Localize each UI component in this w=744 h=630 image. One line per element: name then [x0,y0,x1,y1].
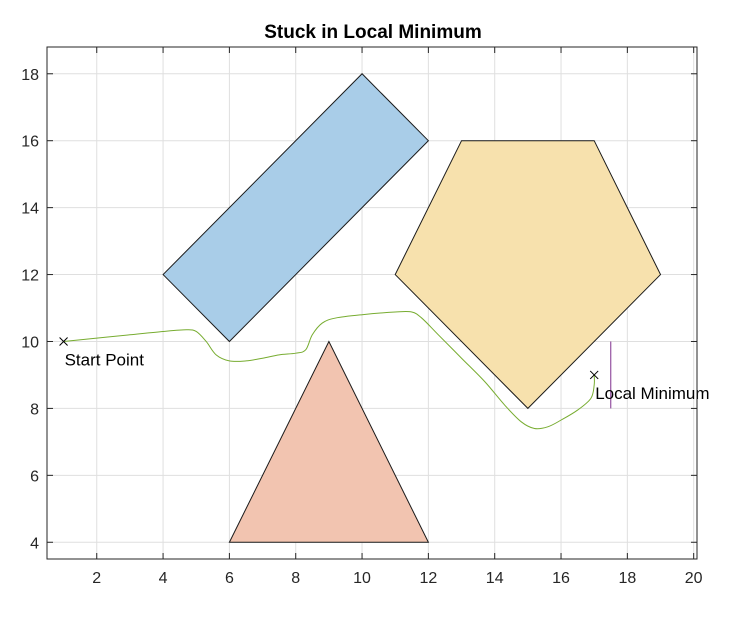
x-tick-label: 12 [419,570,437,587]
x-tick-label: 10 [353,570,371,587]
obstacles [162,73,662,543]
marker-start-point: Start Point [59,337,145,369]
path-layer [63,310,612,430]
obstacle-triangle [228,340,430,543]
y-tick-label: 14 [21,201,39,218]
x-tick-label: 18 [618,570,636,587]
y-tick-label: 6 [30,468,39,485]
x-marker-stroke [59,337,68,346]
obstacle-rectangle [162,73,430,343]
ticks: 2 4 6 8 10 12 14 16 18 20 4 6 8 10 12 14 16 18 [21,47,703,587]
x-marker-stroke [589,370,599,380]
y-tick-label: 8 [30,401,39,418]
axes-box [46,46,698,560]
x-tick-label: 14 [486,570,504,587]
y-tick-label: 18 [21,67,39,84]
trajectory-path [63,310,595,430]
x-tick-label: 8 [291,570,300,587]
markers: Start Point Local Minimum [59,337,710,403]
y-tick-label: 16 [21,134,39,151]
y-tick-label: 10 [21,334,39,351]
x-tick-label: 16 [552,570,570,587]
x-tick-label: 4 [159,570,168,587]
y-tick-label: 4 [30,535,39,552]
marker-local-minimum: Local Minimum [589,370,710,403]
x-tick-label: 20 [685,570,703,587]
chart-title: Stuck in Local Minimum [264,22,481,43]
marker-label: Local Minimum [595,384,709,403]
x-tick-label: 2 [92,570,101,587]
obstacle-pentagon [394,140,662,410]
marker-label: Start Point [65,350,145,369]
y-tick-label: 12 [21,268,39,285]
x-tick-label: 6 [225,570,234,587]
